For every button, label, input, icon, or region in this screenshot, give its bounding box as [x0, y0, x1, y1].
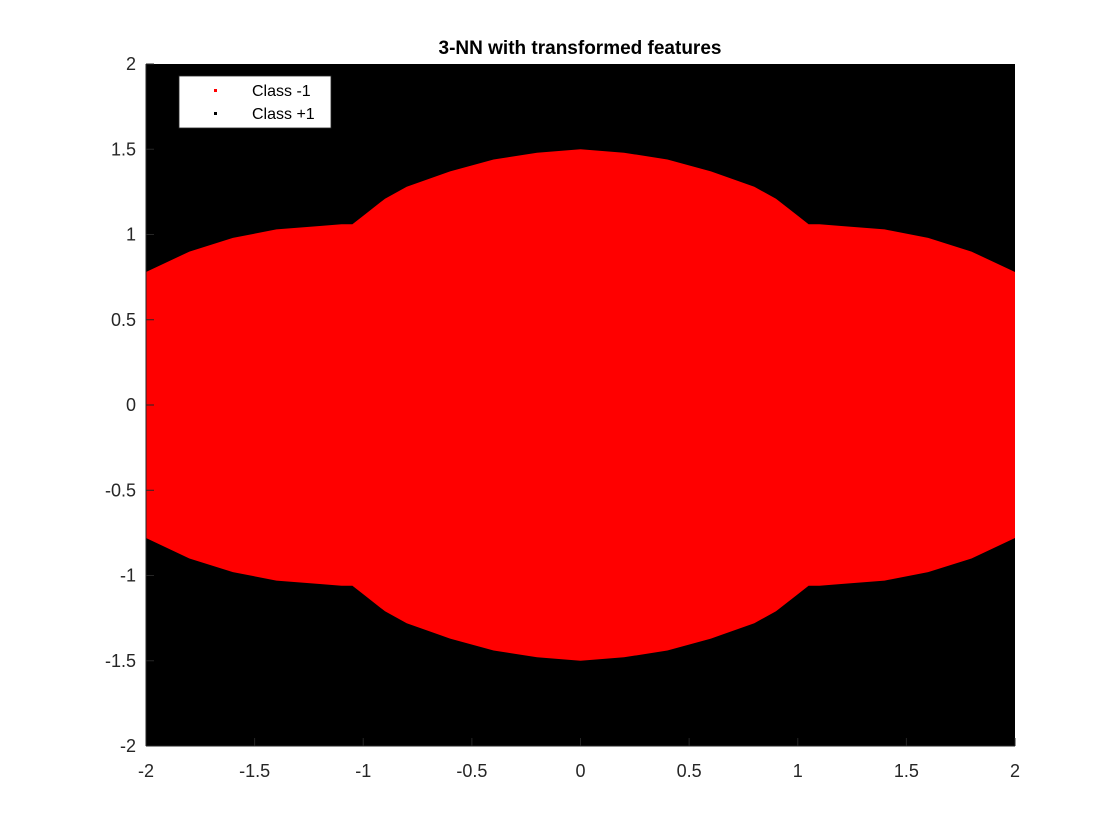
y-tick-label: -1	[120, 566, 136, 586]
x-tick-label: -1.5	[239, 761, 270, 781]
y-tick-label: 0	[126, 395, 136, 415]
y-tick-label: -1.5	[105, 651, 136, 671]
x-tick-label: 1	[793, 761, 803, 781]
y-tick-label: -2	[120, 736, 136, 756]
y-tick-label: 0.5	[111, 310, 136, 330]
y-tick-label: -0.5	[105, 480, 136, 500]
y-tick-label: 1	[126, 225, 136, 245]
legend-label-class-plus-one: Class +1	[252, 106, 315, 123]
legend: Class -1 Class +1	[178, 75, 332, 129]
y-tick-label: 1.5	[111, 139, 136, 159]
x-tick-label: -1	[355, 761, 371, 781]
legend-marker-class-plus-one	[214, 112, 217, 115]
plot-area	[146, 64, 1015, 746]
x-tick-label: -2	[138, 761, 154, 781]
class-minus-one-region	[146, 149, 1015, 661]
x-tick-label: 1.5	[894, 761, 919, 781]
chart-title: 3-NN with transformed features	[439, 38, 722, 59]
legend-box	[178, 75, 332, 129]
x-tick-label: 2	[1010, 761, 1020, 781]
y-axis: 2 1.5 1 0.5 0 -0.5 -1 -1.5 -2	[105, 54, 154, 756]
legend-label-class-minus-one: Class -1	[252, 83, 311, 100]
x-tick-label: -0.5	[456, 761, 487, 781]
x-axis: -2 -1.5 -1 -0.5 0 0.5 1 1.5 2	[138, 738, 1020, 781]
legend-marker-class-minus-one	[214, 89, 217, 92]
y-tick-label: 2	[126, 54, 136, 74]
x-tick-label: 0	[575, 761, 585, 781]
x-tick-label: 0.5	[677, 761, 702, 781]
